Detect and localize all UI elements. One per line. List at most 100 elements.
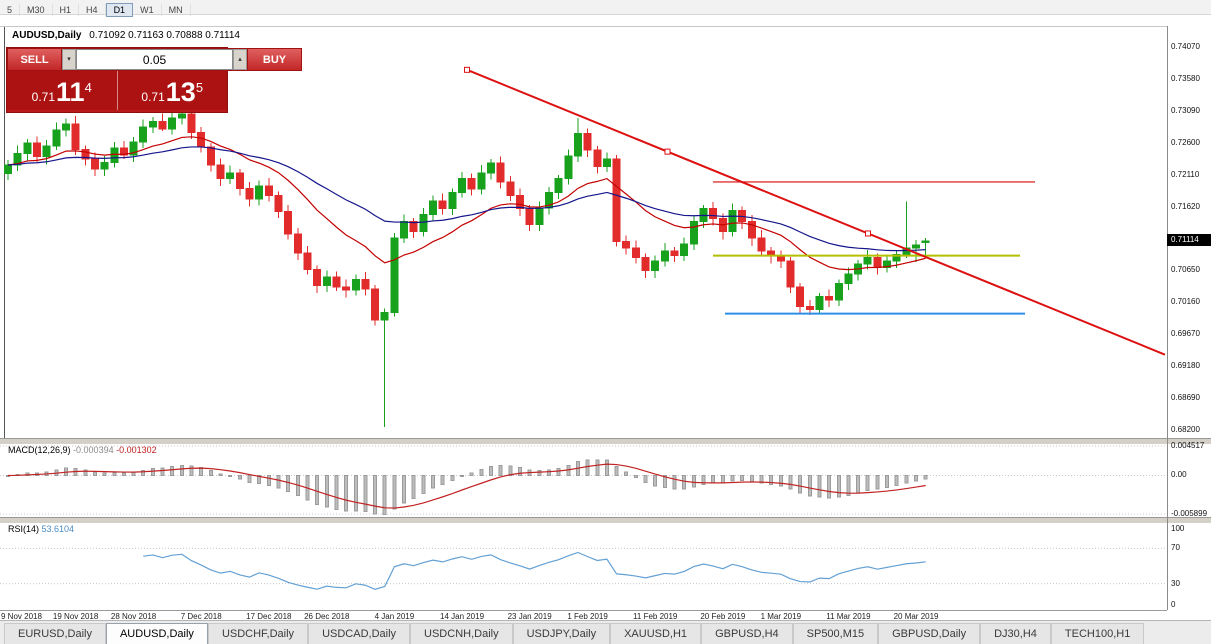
macd-bar (363, 474, 368, 512)
candle (796, 286, 805, 307)
candle (255, 185, 264, 200)
price-axis-label: 0.73090 (1171, 106, 1200, 116)
trendline-handle[interactable] (664, 148, 671, 155)
candle (622, 240, 631, 249)
price-chart-canvas[interactable] (0, 26, 1167, 439)
chart-tab-tech100-h1[interactable]: TECH100,H1 (1050, 623, 1145, 644)
volume-decrease-button[interactable]: ▾ (62, 49, 76, 70)
candle (921, 240, 930, 243)
macd-bar (199, 467, 204, 476)
chart-tab-usdcad-daily[interactable]: USDCAD,Daily (308, 623, 411, 644)
chart-tab-usdcnh-daily[interactable]: USDCNH,Daily (410, 623, 513, 644)
candle (709, 208, 718, 219)
macd-bar (315, 474, 320, 505)
date-axis-label: 28 Nov 2018 (110, 612, 157, 621)
sell-price-pipette: 4 (84, 80, 92, 95)
candle (177, 113, 186, 119)
chart-tab-audusd-daily[interactable]: AUDUSD,Daily (105, 623, 208, 644)
ma-blue-line[interactable] (7, 146, 926, 252)
macd-indicator-canvas[interactable] (0, 443, 1167, 517)
sell-button[interactable]: SELL (7, 48, 62, 71)
timeframe-button-h1[interactable]: H1 (53, 4, 80, 16)
timeframe-button-h4[interactable]: H4 (79, 4, 106, 16)
macd-axis-label: -0.005899 (1171, 509, 1208, 518)
volume-increase-button[interactable]: ▴ (233, 49, 247, 70)
candle (825, 296, 834, 301)
chart-tab-xauusd-h1[interactable]: XAUUSD,H1 (610, 623, 702, 644)
macd-main-value: -0.000394 (73, 445, 114, 455)
chart-tab-dj30-h4[interactable]: DJ30,H4 (980, 623, 1051, 644)
rsi-name: RSI(14) (8, 524, 40, 534)
macd-bar (643, 474, 648, 484)
panel-separator[interactable] (0, 438, 1211, 445)
candle (313, 268, 322, 287)
macd-bar (875, 474, 880, 490)
price-axis-label: 0.72110 (1171, 170, 1200, 180)
chart-tab-gbpusd-h4[interactable]: GBPUSD,H4 (701, 623, 793, 644)
timeframe-button-5[interactable]: 5 (0, 4, 21, 16)
buy-button[interactable]: BUY (247, 48, 302, 71)
sell-price[interactable]: 0.71 11 4 (7, 71, 117, 110)
trendline-handle[interactable] (865, 230, 871, 237)
date-axis-label: 14 Jan 2019 (439, 612, 485, 621)
timeframe-button-mn[interactable]: MN (162, 4, 191, 16)
candle (660, 250, 669, 262)
date-axis-label: 20 Mar 2019 (893, 612, 939, 621)
date-axis-label: 26 Dec 2018 (304, 612, 350, 621)
candle (573, 133, 582, 157)
macd-bar (904, 474, 909, 484)
chart-tab-eurusd-daily[interactable]: EURUSD,Daily (4, 623, 106, 644)
macd-bar (517, 466, 522, 476)
candle (631, 247, 640, 259)
chart-tab-gbpusd-daily[interactable]: GBPUSD,Daily (878, 623, 981, 644)
macd-bar (489, 465, 493, 476)
candle (429, 200, 438, 216)
macd-bar (759, 474, 764, 484)
date-axis[interactable]: 9 Nov 2018 19 Nov 2018 28 Nov 2018 7 Dec 20… (0, 610, 1167, 621)
macd-bar (624, 471, 629, 476)
macd-axis-label: 0.004517 (1171, 441, 1205, 450)
macd-bar (508, 465, 513, 476)
macd-bar (218, 473, 223, 476)
candle (515, 195, 524, 210)
ma-red-line[interactable] (7, 136, 926, 271)
buy-price-pipette: 5 (195, 80, 204, 95)
macd-bar (440, 474, 445, 486)
candle (747, 221, 756, 239)
trendline-handle[interactable] (464, 66, 470, 73)
candle (139, 126, 148, 143)
macd-signal-value: -0.001302 (116, 445, 157, 455)
volume-input[interactable] (76, 49, 233, 70)
macd-bar (556, 467, 561, 476)
timeframe-button-d1[interactable]: D1 (105, 3, 134, 17)
buy-price[interactable]: 0.71 13 5 (118, 71, 228, 110)
chart-tab-usdjpy-daily[interactable]: USDJPY,Daily (512, 623, 611, 644)
panel-separator[interactable] (0, 517, 1211, 524)
macd-bar (286, 474, 291, 493)
price-axis-label: 0.71620 (1171, 202, 1200, 212)
candle (380, 311, 389, 321)
macd-bar (749, 474, 754, 482)
chart-tab-sp500-m15[interactable]: SP500,M15 (792, 623, 879, 644)
date-axis-label: 23 Jan 2019 (507, 612, 552, 621)
candle (23, 142, 32, 154)
macd-bar (102, 472, 107, 476)
price-axis-label: 0.69180 (1171, 361, 1200, 371)
chart-tab-usdchf-daily[interactable]: USDCHF,Daily (207, 623, 309, 644)
candle (361, 279, 370, 290)
timeframe-button-w1[interactable]: W1 (133, 4, 162, 16)
macd-bar (923, 474, 928, 480)
macd-bar (479, 469, 484, 476)
candle (206, 146, 215, 166)
macd-bar (431, 474, 436, 489)
macd-bar (266, 474, 271, 486)
rsi-indicator-canvas[interactable] (0, 522, 1167, 610)
candle (119, 147, 128, 156)
timeframe-button-m30[interactable]: M30 (20, 4, 53, 16)
price-axis-border (1167, 26, 1168, 610)
macd-bar (682, 474, 687, 490)
trendline[interactable] (466, 68, 1166, 356)
macd-bar (894, 474, 899, 486)
macd-bar (653, 474, 658, 487)
